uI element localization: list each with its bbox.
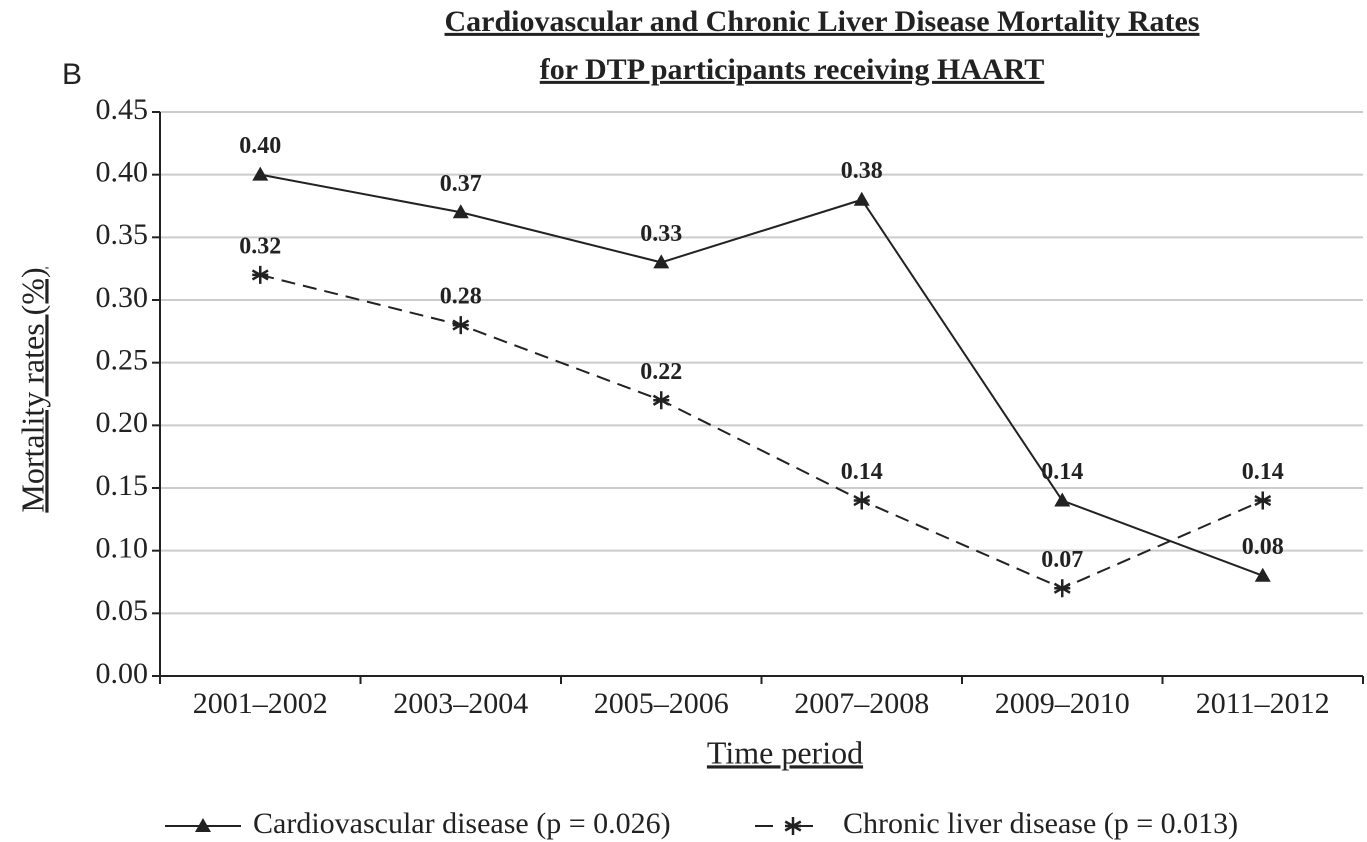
data-label: 0.14: [841, 459, 883, 485]
y-tick-label: 0.05: [96, 594, 149, 627]
marker: [1053, 579, 1071, 598]
data-label: 0.32: [239, 233, 281, 259]
legend-label: Cardiovascular disease (p = 0.026): [253, 807, 671, 840]
marker: [452, 316, 470, 335]
marker: [653, 254, 670, 269]
legend-marker: [784, 817, 802, 835]
x-axis-label: Time period: [707, 734, 863, 770]
y-tick-label: 0.10: [96, 532, 149, 565]
marker: [853, 191, 870, 206]
data-label: 0.14: [1041, 459, 1083, 485]
data-label: 0.33: [640, 221, 682, 247]
data-label: 0.22: [640, 359, 682, 385]
y-tick-label: 0.35: [96, 218, 149, 251]
x-tick-label: 2007–2008: [794, 687, 929, 720]
y-axis-label: Mortality rates (%): [14, 267, 50, 512]
y-tick-label: 0.45: [96, 93, 149, 126]
marker: [652, 391, 670, 410]
legend-label: Chronic liver disease (p = 0.013): [843, 807, 1238, 840]
panel-label: B: [62, 58, 82, 91]
x-tick-label: 2001–2002: [193, 687, 328, 720]
series-line: [260, 173, 1264, 577]
marker: [853, 491, 871, 510]
marker: [251, 265, 269, 284]
data-label: 0.14: [1242, 459, 1284, 485]
marker: [252, 166, 269, 181]
y-tick-label: 0.20: [96, 406, 149, 439]
data-label: 0.37: [440, 171, 482, 197]
x-tick-label: 2011–2012: [1196, 687, 1330, 720]
x-tick-label: 2009–2010: [995, 687, 1130, 720]
marker: [1054, 492, 1071, 507]
y-tick-label: 0.30: [96, 281, 149, 314]
data-label: 0.08: [1242, 534, 1284, 560]
legend-marker: [195, 818, 211, 832]
chart-title: for DTP participants receiving HAART: [540, 53, 1044, 86]
chart-title: Cardiovascular and Chronic Liver Disease…: [445, 5, 1200, 38]
data-label: 0.38: [841, 158, 883, 184]
data-label: 0.07: [1041, 547, 1083, 573]
data-label: 0.28: [440, 284, 482, 310]
y-tick-label: 0.25: [96, 344, 149, 377]
x-tick-label: 2003–2004: [393, 687, 528, 720]
x-tick-label: 2005–2006: [594, 687, 729, 720]
marker: [452, 204, 469, 219]
marker: [1254, 491, 1272, 510]
marker: [1254, 567, 1271, 582]
series-line: [260, 273, 1264, 590]
y-tick-label: 0.15: [96, 469, 149, 502]
y-tick-label: 0.40: [96, 156, 149, 189]
data-label: 0.40: [239, 133, 281, 159]
y-tick-label: 0.00: [96, 657, 149, 690]
